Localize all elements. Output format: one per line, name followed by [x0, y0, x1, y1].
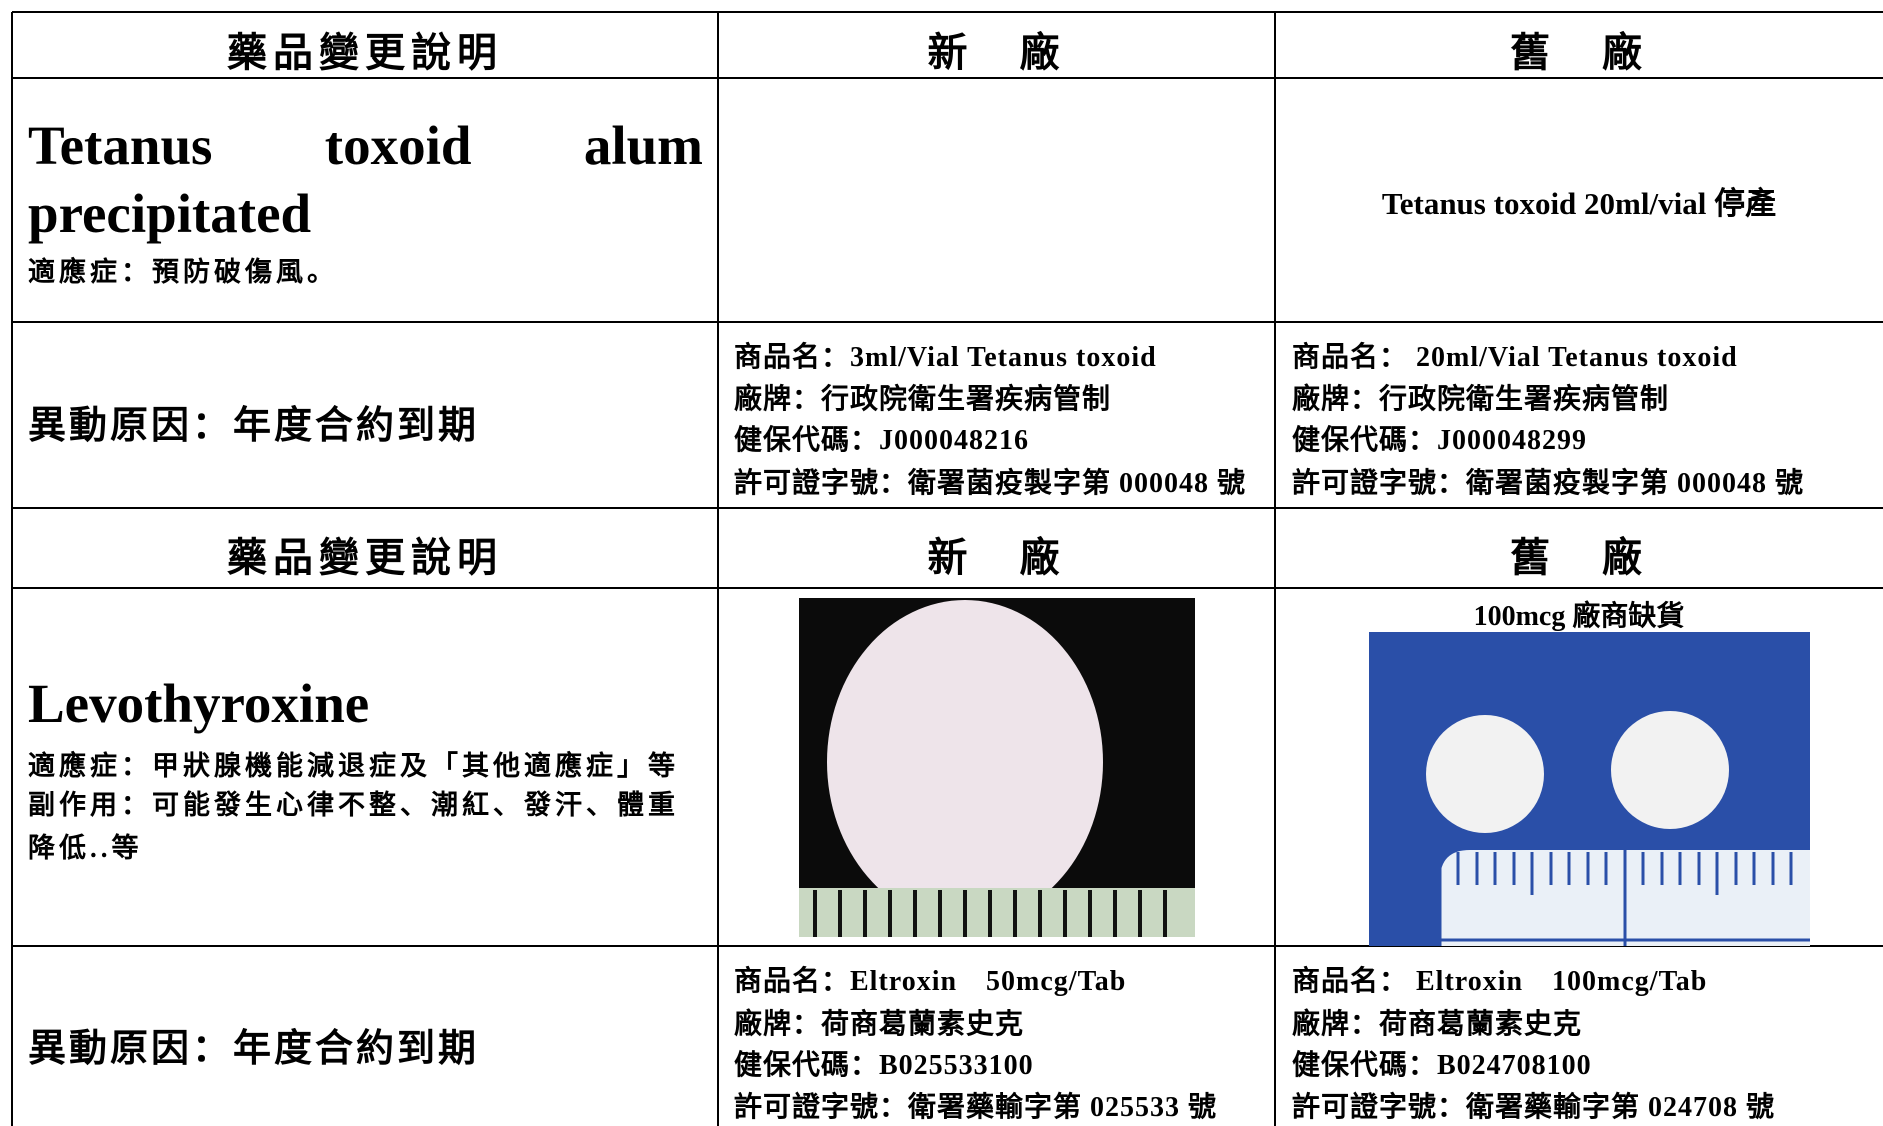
- detail-line: 商品名： 20ml/Vial Tetanus toxoid: [1292, 342, 1738, 373]
- header-cell: 藥品變更說明: [227, 30, 503, 75]
- drug-name: Tetanus toxoid alum precipitated: [28, 115, 703, 244]
- detail-line: 廠牌：荷商葛蘭素史克: [1292, 1009, 1583, 1040]
- detail-line: 廠牌：行政院衛生署疾病管制: [1292, 384, 1670, 415]
- grid-lines: [11, 11, 1883, 1126]
- detail-line: 廠牌：荷商葛蘭素史克: [734, 1009, 1025, 1040]
- side-effects: 副作用：可能發生心律不整、潮紅、發汗、體重降低..等: [28, 790, 679, 863]
- header-cell: 舊 廠: [1510, 535, 1648, 580]
- detail-line: 健保代碼：B024708100: [1292, 1050, 1592, 1081]
- image-caption: 100mcg 廠商缺貨: [1473, 601, 1685, 632]
- detail-line: 許可證字號：衛署藥輸字第 025533 號: [734, 1092, 1218, 1123]
- detail-line: 許可證字號：衛署菌疫製字第 000048 號: [1292, 468, 1805, 499]
- change-reason: 異動原因：年度合約到期: [28, 1028, 480, 1070]
- detail-line: 健保代碼：J000048299: [1292, 425, 1588, 456]
- detail-line: 健保代碼：B025533100: [734, 1050, 1034, 1081]
- header-cell: 新 廠: [927, 30, 1066, 75]
- old-factory-note: Tetanus toxoid 20ml/vial 停產: [1381, 186, 1777, 221]
- detail-line: 商品名：Eltroxin 50mcg/Tab: [734, 966, 1127, 997]
- detail-line: 許可證字號：衛署菌疫製字第 000048 號: [734, 468, 1247, 499]
- change-reason: 異動原因：年度合約到期: [28, 405, 480, 447]
- new-pill-photo: [799, 598, 1195, 937]
- header-cell: 舊 廠: [1510, 30, 1648, 75]
- indication: 適應症：甲狀腺機能減退症及「其他適應症」等: [28, 751, 679, 781]
- detail-line: 商品名： Eltroxin 100mcg/Tab: [1292, 966, 1708, 997]
- header-cell: 新 廠: [927, 535, 1066, 580]
- old-pill-photo: [1369, 632, 1810, 946]
- header-cell: 藥品變更說明: [227, 535, 503, 580]
- detail-line: 許可證字號：衛署藥輸字第 024708 號: [1292, 1092, 1776, 1123]
- drug-name: Levothyroxine: [28, 673, 370, 734]
- detail-line: 廠牌：行政院衛生署疾病管制: [734, 384, 1112, 415]
- detail-line: 商品名：3ml/Vial Tetanus toxoid: [734, 342, 1157, 373]
- indication: 適應症：預防破傷風。: [28, 257, 338, 287]
- detail-line: 健保代碼：J000048216: [734, 425, 1030, 456]
